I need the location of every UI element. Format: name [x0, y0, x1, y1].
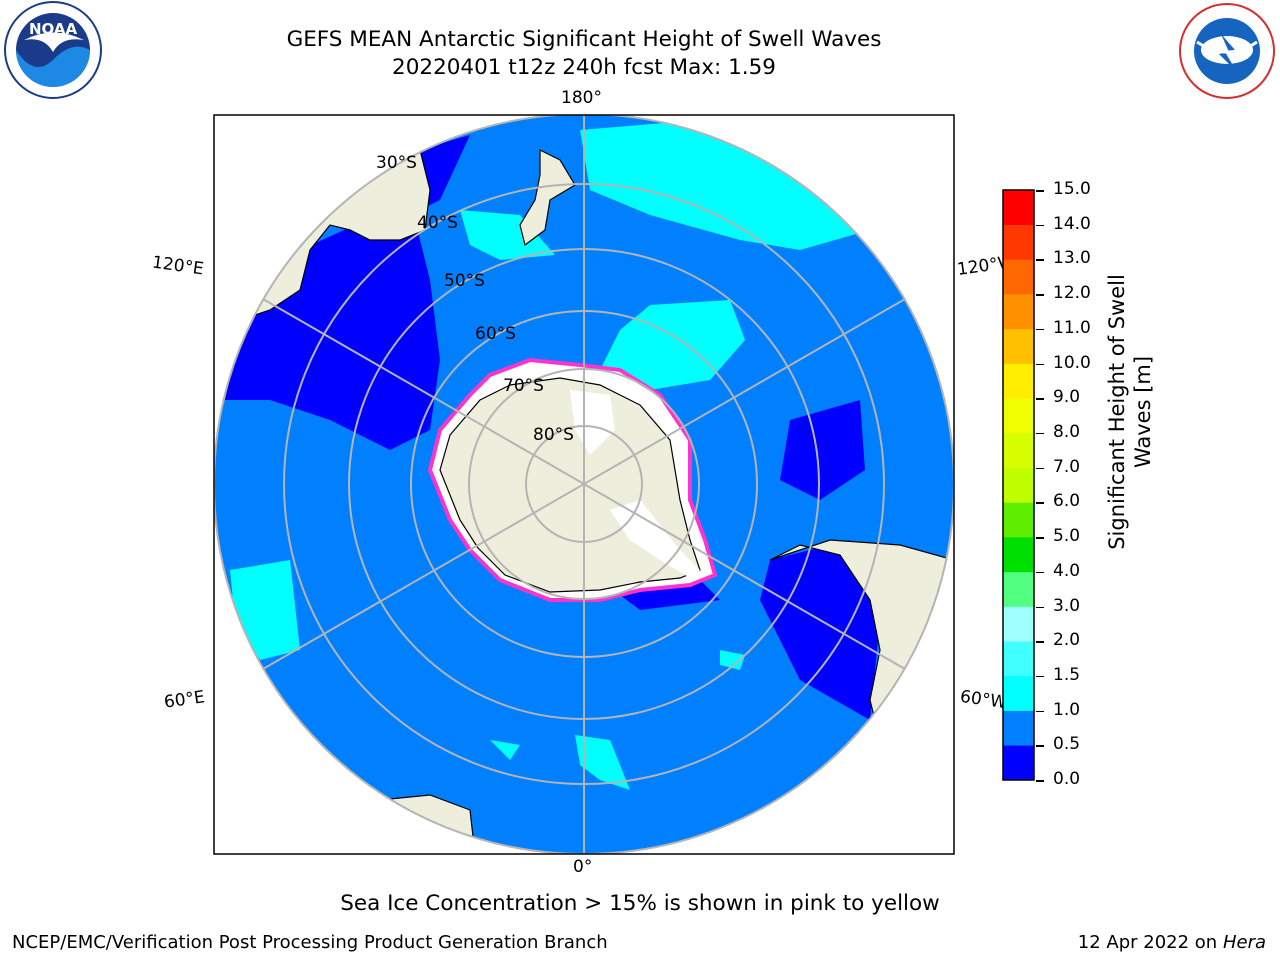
lat-label-60s: 60°S [475, 324, 516, 344]
colorbar-band [1003, 745, 1034, 781]
swell-low-region [225, 200, 440, 450]
noaa-logo: NOAA [2, 0, 104, 100]
footer-machine: Hera [1222, 932, 1266, 953]
colorbar-tick-mark [1036, 710, 1044, 713]
colorbar-tick-label: 9.0 [1053, 387, 1081, 408]
colorbar-tick-mark [1036, 745, 1044, 747]
colorbar-band [1003, 363, 1034, 399]
colorbar-band [1003, 294, 1034, 330]
colorbar-tick-mark [1036, 675, 1044, 678]
lon-label-0: 0° [573, 857, 593, 877]
lon-label-180: 180° [561, 88, 602, 108]
colorbar-tick-label: 8.0 [1053, 421, 1081, 442]
colorbar-band [1003, 606, 1034, 642]
colorbar-tick-label: 0.5 [1053, 734, 1081, 755]
colorbar-band [1003, 224, 1034, 260]
colorbar-band [1003, 398, 1034, 434]
sea-ice-note: Sea Ice Concentration > 15% is shown in … [340, 891, 940, 916]
colorbar-label-line2: Waves [m] [1131, 355, 1155, 469]
colorbar-band [1003, 190, 1034, 226]
lat-label-40s: 40°S [417, 213, 458, 233]
colorbar-tick-label: 15.0 [1053, 179, 1091, 199]
colorbar-tick-label: 10.0 [1053, 352, 1091, 373]
colorbar-tick-label: 5.0 [1053, 526, 1081, 547]
colorbar-band [1003, 571, 1034, 607]
footer-date: 12 Apr 2022 on Hera [1078, 932, 1266, 953]
map-subtitle: 20220401 t12z 240h fcst Max: 1.59 [392, 55, 776, 80]
colorbar-tick-label: 3.0 [1053, 595, 1081, 616]
colorbar-tick-mark [1036, 467, 1044, 470]
colorbar-tick-label: 2.0 [1053, 630, 1081, 651]
colorbar-tick-label: 6.0 [1053, 491, 1081, 512]
colorbar-tick-label: 1.5 [1053, 664, 1081, 685]
lat-label-50s: 50°S [444, 271, 485, 291]
svg-text:NOAA: NOAA [29, 20, 78, 38]
footer-date-text: 12 Apr 2022 on [1077, 932, 1223, 953]
colorbar-tick-mark [1036, 328, 1044, 331]
colorbar-tick-label: 14.0 [1053, 213, 1091, 234]
colorbar-tick-label: 12.0 [1053, 283, 1091, 304]
colorbar-tick-label: 1.0 [1053, 699, 1081, 720]
colorbar-tick-mark [1036, 432, 1044, 435]
colorbar-band [1003, 537, 1034, 573]
footer-branch: NCEP/EMC/Verification Post Processing Pr… [12, 932, 608, 953]
colorbar-band [1003, 259, 1034, 295]
colorbar-band [1003, 502, 1034, 538]
colorbar-band [1003, 432, 1034, 468]
colorbar [1002, 189, 1035, 781]
colorbar-tick-mark [1036, 571, 1044, 574]
colorbar-tick-mark [1036, 294, 1044, 296]
colorbar-tick-label: 0.0 [1053, 769, 1081, 789]
colorbar-tick-mark [1036, 190, 1044, 192]
nws-logo [1177, 2, 1277, 100]
colorbar-band [1003, 641, 1034, 677]
colorbar-tick-mark [1036, 259, 1044, 261]
colorbar-band [1003, 675, 1034, 711]
colorbar-tick-mark [1036, 224, 1044, 227]
colorbar-band [1003, 467, 1034, 503]
colorbar-tick-label: 13.0 [1053, 248, 1091, 269]
map-title: GEFS MEAN Antarctic Significant Height o… [286, 27, 882, 52]
colorbar-tick-mark [1036, 537, 1044, 539]
colorbar-tick-label: 4.0 [1053, 560, 1081, 581]
colorbar-band [1003, 710, 1034, 746]
colorbar-tick-label: 7.0 [1053, 456, 1081, 477]
lat-label-80s: 80°S [533, 425, 574, 445]
colorbar-band [1003, 328, 1034, 364]
lat-label-70s: 70°S [503, 376, 544, 396]
lat-label-30s: 30°S [376, 153, 417, 173]
colorbar-tick-mark [1036, 641, 1044, 643]
colorbar-tick-mark [1036, 606, 1044, 608]
colorbar-tick-mark [1036, 502, 1044, 504]
colorbar-tick-label: 11.0 [1053, 317, 1091, 338]
colorbar-tick-mark [1036, 780, 1044, 782]
colorbar-label-line1: Significant Height of Swell [1105, 274, 1129, 550]
colorbar-tick-mark [1036, 398, 1044, 400]
map-frame [213, 114, 955, 855]
colorbar-tick-mark [1036, 363, 1044, 365]
graticule [214, 115, 954, 854]
